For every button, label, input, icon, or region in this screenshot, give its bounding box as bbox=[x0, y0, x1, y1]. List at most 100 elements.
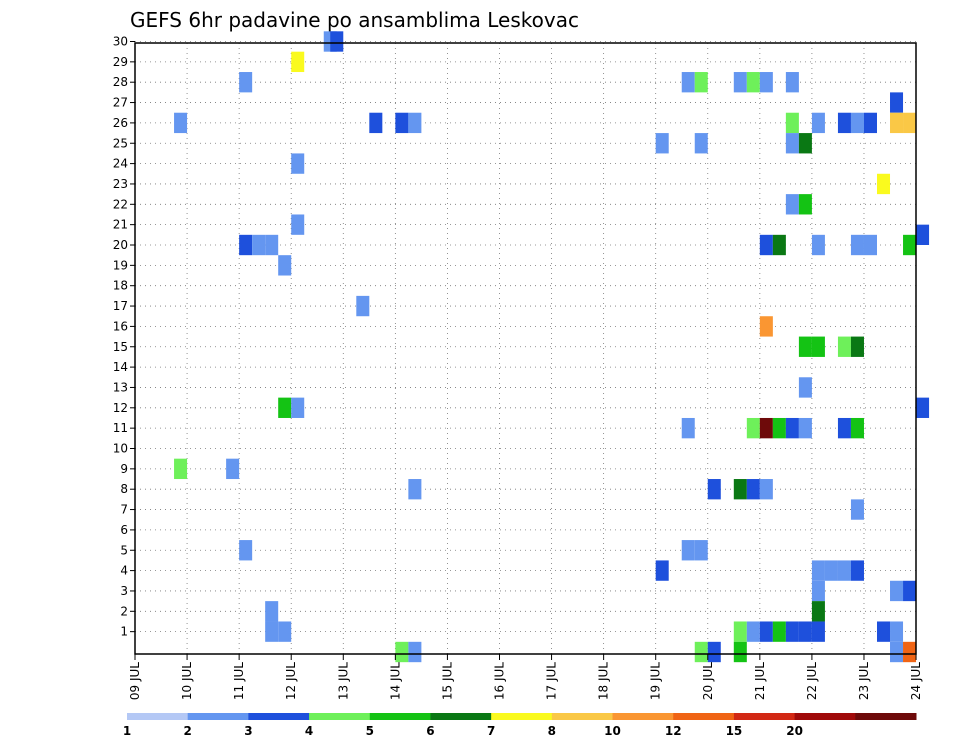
heatmap-cell bbox=[903, 580, 917, 602]
heatmap-cell bbox=[369, 112, 383, 134]
y-tick-label: 13 bbox=[113, 380, 128, 394]
y-tick-label: 26 bbox=[113, 116, 128, 130]
heatmap-cell bbox=[408, 641, 422, 663]
legend-swatch bbox=[491, 713, 553, 720]
x-tick-label: 24 JUL bbox=[909, 662, 923, 700]
heatmap-cell bbox=[239, 540, 253, 561]
y-tick-label: 20 bbox=[113, 238, 128, 252]
y-tick-label: 6 bbox=[120, 523, 128, 537]
y-tick-label: 2 bbox=[120, 604, 128, 618]
legend-swatch bbox=[430, 713, 492, 720]
x-tick-label: 19 JUL bbox=[649, 662, 663, 700]
heatmap-cell bbox=[837, 112, 851, 134]
heatmap-cell bbox=[863, 112, 877, 134]
y-tick-label: 19 bbox=[113, 258, 128, 272]
heatmap-cell bbox=[903, 112, 917, 134]
heatmap-cell bbox=[863, 234, 877, 256]
legend-label: 10 bbox=[604, 724, 621, 738]
y-tick-label: 16 bbox=[113, 319, 128, 333]
heatmap-cell bbox=[798, 336, 812, 357]
x-tick-label: 17 JUL bbox=[545, 662, 559, 700]
y-tick-label: 15 bbox=[113, 340, 128, 354]
heatmap-cell bbox=[733, 479, 747, 500]
legend-swatch bbox=[309, 713, 371, 720]
heatmap-cell bbox=[733, 641, 747, 663]
heatmap-cell bbox=[837, 336, 851, 357]
heatmap-cell bbox=[811, 601, 825, 622]
heatmap-cell bbox=[746, 621, 760, 642]
heatmap-cell bbox=[265, 234, 279, 256]
legend-label: 5 bbox=[366, 724, 374, 738]
heatmap-cell bbox=[837, 417, 851, 439]
y-tick-label: 12 bbox=[113, 401, 128, 415]
heatmap-cell bbox=[252, 234, 266, 256]
heatmap-cell bbox=[265, 621, 279, 642]
heatmap-cell bbox=[785, 194, 799, 215]
x-tick-label: 15 JUL bbox=[440, 662, 454, 700]
color-legend: 1 2 3 4 5 6 7 8 10 12 15 20 bbox=[123, 713, 917, 738]
y-tick-label: 27 bbox=[113, 96, 128, 110]
heatmap-cell bbox=[174, 458, 188, 480]
heatmap-cell bbox=[694, 72, 708, 93]
legend-swatch bbox=[673, 713, 735, 720]
heatmap-cell bbox=[850, 234, 864, 256]
x-tick-label: 13 JUL bbox=[336, 662, 350, 700]
heatmap-cell bbox=[733, 621, 747, 642]
legend-swatch bbox=[855, 713, 917, 720]
heatmap-cell bbox=[772, 417, 786, 439]
heatmap-cell bbox=[798, 377, 812, 398]
heatmap-cell bbox=[811, 234, 825, 256]
y-tick-label: 25 bbox=[113, 136, 128, 150]
x-tick-label: 22 JUL bbox=[805, 662, 819, 700]
heatmap-cell bbox=[798, 621, 812, 642]
heatmap-cell bbox=[811, 621, 825, 642]
heatmap-cell bbox=[278, 621, 292, 642]
heatmap-cell bbox=[890, 92, 904, 113]
y-tick-label: 10 bbox=[113, 442, 128, 456]
x-tick-label: 18 JUL bbox=[597, 662, 611, 700]
heatmap-cell bbox=[811, 560, 825, 581]
heatmap-cell bbox=[759, 316, 773, 337]
y-tick-label: 1 bbox=[120, 625, 128, 639]
heatmap-cell bbox=[850, 499, 864, 520]
heatmap-cell bbox=[850, 112, 864, 134]
y-tick-label: 14 bbox=[113, 360, 128, 374]
heatmap-cell bbox=[694, 641, 708, 663]
heatmap-cell bbox=[850, 560, 864, 581]
x-tick-label: 10 JUL bbox=[180, 662, 194, 700]
heatmap-cell bbox=[330, 31, 344, 52]
heatmap-cell bbox=[291, 51, 305, 73]
heatmap-cell bbox=[772, 234, 786, 256]
heatmap-cell bbox=[655, 560, 669, 581]
legend-label: 2 bbox=[184, 724, 192, 738]
plot-frame bbox=[134, 42, 917, 655]
legend-label: 1 bbox=[123, 724, 131, 738]
x-tick-label: 14 JUL bbox=[388, 662, 402, 700]
heatmap-cell bbox=[798, 133, 812, 154]
heatmap-cell bbox=[707, 479, 721, 500]
heatmap-cell bbox=[785, 72, 799, 93]
heatmap-cell bbox=[916, 224, 930, 245]
heatmap-cell bbox=[408, 112, 422, 134]
heatmap-cell bbox=[356, 295, 370, 317]
y-tick-label: 8 bbox=[120, 482, 128, 496]
heatmap-cell bbox=[876, 621, 891, 642]
heatmap-cell bbox=[655, 133, 669, 154]
heatmap-cell bbox=[395, 641, 409, 663]
heatmap-cell bbox=[798, 194, 812, 215]
heatmap-cell bbox=[890, 112, 904, 134]
legend-label: 20 bbox=[786, 724, 803, 738]
heatmap-cell bbox=[291, 397, 305, 418]
heatmap-cell bbox=[798, 417, 812, 439]
heatmap-cell bbox=[707, 641, 721, 663]
y-tick-label: 3 bbox=[120, 584, 128, 598]
heatmap-cell bbox=[746, 72, 760, 93]
x-tick-label: 23 JUL bbox=[857, 662, 871, 700]
heatmap-cell bbox=[759, 417, 773, 439]
heatmap-cell bbox=[890, 580, 904, 602]
y-tick-label: 21 bbox=[113, 218, 128, 232]
y-tick-label: 30 bbox=[113, 35, 128, 49]
heatmap-cell bbox=[785, 621, 799, 642]
y-tick-label: 17 bbox=[113, 299, 128, 313]
